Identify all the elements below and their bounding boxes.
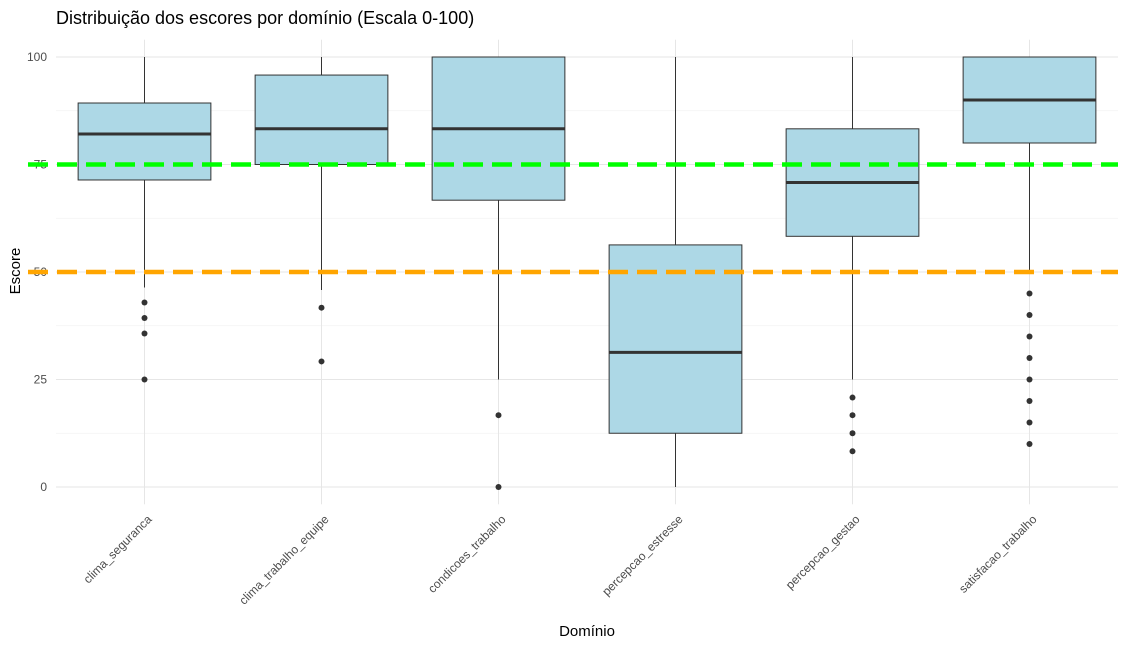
outlier-point: [142, 330, 148, 336]
outlier-point: [1027, 355, 1033, 361]
box-rect: [255, 75, 388, 164]
outlier-point: [850, 448, 856, 454]
chart-title: Distribuição dos escores por domínio (Es…: [56, 8, 474, 28]
outlier-point: [142, 377, 148, 383]
x-tick-label: clima_trabalho_equipe: [236, 512, 332, 608]
outlier-point: [1027, 377, 1033, 383]
outlier-point: [1027, 291, 1033, 297]
outlier-point: [319, 305, 325, 311]
box-clima_seguranca: [78, 57, 211, 383]
outlier-point: [1027, 420, 1033, 426]
outlier-point: [142, 315, 148, 321]
y-tick-label: 100: [27, 50, 47, 64]
x-tick-label: clima_seguranca: [81, 512, 155, 586]
outlier-point: [850, 395, 856, 401]
box-rect: [78, 103, 211, 180]
box-percepcao_gestao: [786, 57, 919, 454]
outlier-point: [319, 358, 325, 364]
outlier-point: [496, 412, 502, 418]
outlier-point: [1027, 334, 1033, 340]
x-tick-label: percepcao_gestao: [783, 512, 863, 592]
outlier-point: [142, 300, 148, 306]
y-tick-label: 0: [40, 480, 47, 494]
x-tick-label: satisfacao_trabalho: [956, 512, 1040, 596]
x-axis-title: Domínio: [559, 623, 615, 640]
outlier-point: [1027, 398, 1033, 404]
outlier-point: [1027, 441, 1033, 447]
x-tick-label: condicoes_trabalho: [425, 512, 509, 596]
outlier-point: [1027, 312, 1033, 318]
outlier-point: [850, 412, 856, 418]
y-axis-title: Escore: [7, 248, 24, 295]
outlier-point: [850, 430, 856, 436]
outlier-point: [496, 484, 502, 490]
x-tick-label: percepcao_estresse: [599, 512, 686, 599]
x-axis: clima_seguranca clima_trabalho_equipe cond…: [81, 512, 1040, 608]
y-tick-label: 25: [34, 373, 48, 387]
